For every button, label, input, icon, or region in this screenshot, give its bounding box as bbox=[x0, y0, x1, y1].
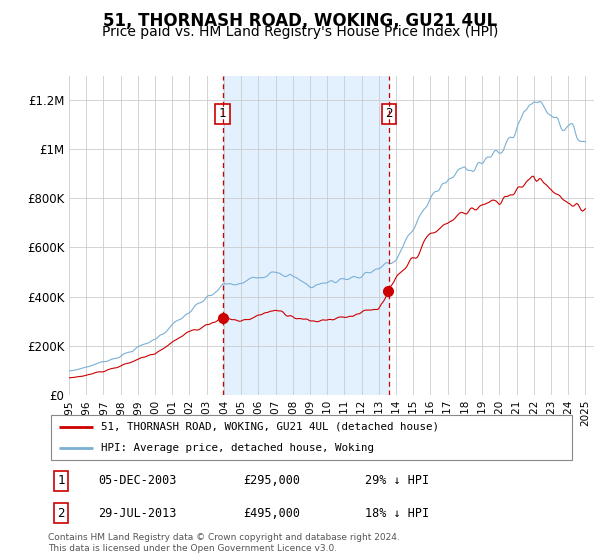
Text: 2: 2 bbox=[385, 108, 392, 120]
Text: 2: 2 bbox=[58, 507, 65, 520]
Text: HPI: Average price, detached house, Woking: HPI: Average price, detached house, Woki… bbox=[101, 443, 374, 453]
Text: 18% ↓ HPI: 18% ↓ HPI bbox=[365, 507, 429, 520]
Text: 1: 1 bbox=[219, 108, 226, 120]
Text: Contains HM Land Registry data © Crown copyright and database right 2024.
This d: Contains HM Land Registry data © Crown c… bbox=[48, 533, 400, 553]
Text: £295,000: £295,000 bbox=[244, 474, 301, 487]
FancyBboxPatch shape bbox=[50, 415, 572, 460]
Text: 51, THORNASH ROAD, WOKING, GU21 4UL: 51, THORNASH ROAD, WOKING, GU21 4UL bbox=[103, 12, 497, 30]
Text: £495,000: £495,000 bbox=[244, 507, 301, 520]
Text: 51, THORNASH ROAD, WOKING, GU21 4UL (detached house): 51, THORNASH ROAD, WOKING, GU21 4UL (det… bbox=[101, 422, 439, 432]
Text: 1: 1 bbox=[58, 474, 65, 487]
Text: Price paid vs. HM Land Registry's House Price Index (HPI): Price paid vs. HM Land Registry's House … bbox=[102, 25, 498, 39]
Text: 29-JUL-2013: 29-JUL-2013 bbox=[98, 507, 176, 520]
Bar bbox=[223, 76, 389, 395]
Text: 05-DEC-2003: 05-DEC-2003 bbox=[98, 474, 176, 487]
Text: 29% ↓ HPI: 29% ↓ HPI bbox=[365, 474, 429, 487]
